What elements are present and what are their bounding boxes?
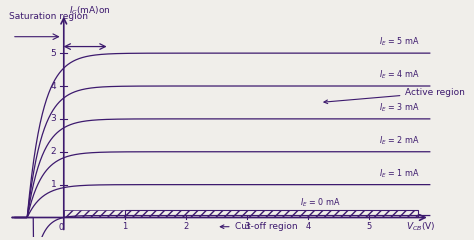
Text: 1: 1 — [122, 222, 128, 231]
Text: $I_E$ = 3 mA: $I_E$ = 3 mA — [379, 102, 419, 114]
Text: $I_E$ = 2 mA: $I_E$ = 2 mA — [379, 134, 419, 147]
Text: 4: 4 — [305, 222, 310, 231]
Text: 5: 5 — [366, 222, 372, 231]
Text: $I_E$ = 0 mA: $I_E$ = 0 mA — [300, 197, 340, 209]
Text: 3: 3 — [51, 114, 56, 123]
Text: $I_E$ = 1 mA: $I_E$ = 1 mA — [379, 167, 419, 180]
Text: 0: 0 — [58, 223, 64, 232]
Text: 3: 3 — [244, 222, 249, 231]
Text: Cut-off region: Cut-off region — [220, 222, 297, 231]
Text: 5: 5 — [51, 49, 56, 58]
Text: 4: 4 — [51, 82, 56, 90]
Text: $I_E$ = 5 mA: $I_E$ = 5 mA — [379, 36, 419, 48]
Text: 1: 1 — [51, 180, 56, 189]
Text: $V_{CB}$(V): $V_{CB}$(V) — [406, 220, 436, 233]
Text: 2: 2 — [183, 222, 188, 231]
Text: $I_C$(mA)on: $I_C$(mA)on — [69, 4, 110, 17]
Text: Saturation region: Saturation region — [9, 12, 88, 21]
Text: 2: 2 — [51, 147, 56, 156]
Text: Active region: Active region — [324, 88, 465, 104]
Text: $I_E$ = 4 mA: $I_E$ = 4 mA — [379, 69, 419, 81]
